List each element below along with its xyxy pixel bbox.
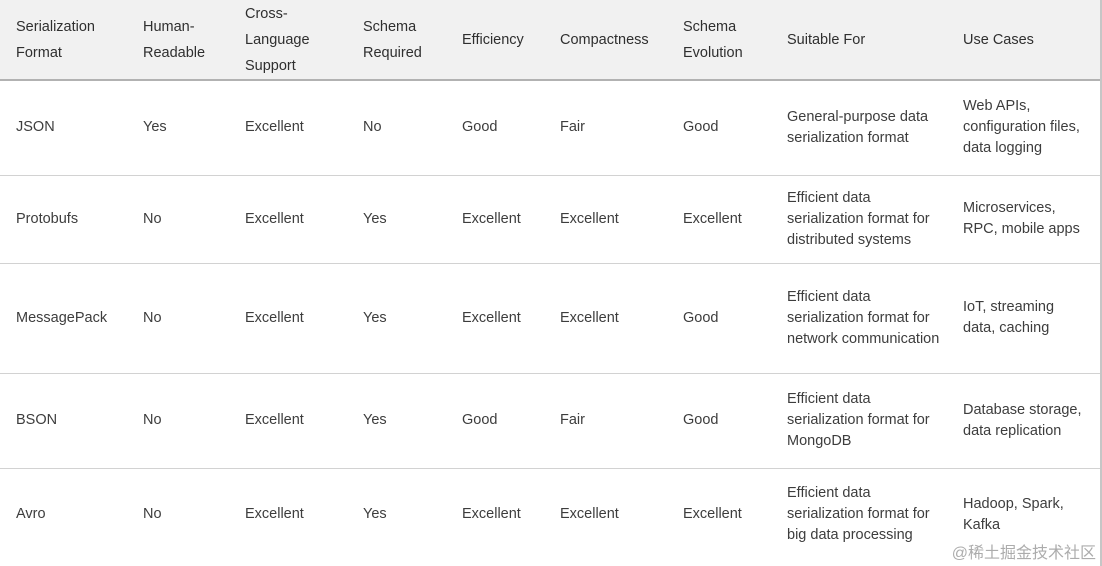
cell-human-readable: No (143, 412, 162, 428)
table-row: Avro No Excellent Yes Excellent Excellent Exce… (0, 468, 1100, 561)
cell-human-readable: No (143, 210, 162, 227)
column-header-cross-language: Cross-Language Support (245, 0, 363, 81)
cell-schema-evolution: Excellent (683, 506, 742, 523)
cell-human-readable: No (143, 309, 162, 326)
cell-cross-language: Excellent (245, 412, 304, 428)
column-header-schema-required: Schema Required (363, 0, 462, 81)
cell-cross-language: Excellent (245, 506, 304, 523)
cell-compactness: Fair (560, 412, 585, 428)
cell-efficiency: Good (462, 119, 498, 136)
cell-efficiency: Excellent (462, 210, 521, 227)
cell-format: Avro (16, 506, 46, 523)
table-row: BSON No Excellent Yes Good Fair Good Efficient … (0, 373, 1100, 468)
column-header-compactness: Compactness (560, 0, 683, 81)
cell-human-readable: Yes (143, 119, 167, 136)
column-header-efficiency: Efficiency (462, 0, 560, 81)
column-header-use-cases: Use Cases (963, 0, 1100, 81)
cell-compactness: Excellent (560, 210, 619, 227)
cell-compactness: Excellent (560, 309, 619, 326)
cell-schema-evolution: Excellent (683, 210, 742, 227)
cell-use-cases: Microservices, RPC, mobile apps (963, 200, 1080, 237)
cell-format: Protobufs (16, 210, 79, 227)
column-header-suitable-for: Suitable For (787, 0, 963, 81)
cell-format: BSON (16, 412, 58, 428)
cell-schema-evolution: Good (683, 412, 719, 428)
cell-schema-required: Yes (363, 309, 387, 326)
header-row: Serialization Format Human-Readable Cross-… (0, 0, 1100, 81)
cell-use-cases: Hadoop, Spark, Kafka (963, 495, 1064, 533)
cell-use-cases: Database storage, data replication (963, 401, 1082, 439)
table-header: Serialization Format Human-Readable Cross-… (0, 0, 1100, 81)
cell-cross-language: Excellent (245, 210, 304, 227)
cell-human-readable: No (143, 506, 162, 523)
cell-schema-required: Yes (363, 210, 387, 227)
cell-suitable-for: Efficient data serialization format for … (787, 288, 940, 347)
cell-schema-evolution: Good (683, 309, 719, 326)
cell-use-cases: IoT, streaming data, caching (963, 299, 1055, 336)
cell-suitable-for: General-purpose data serialization forma… (787, 108, 929, 146)
cell-format: MessagePack (16, 309, 108, 326)
cell-efficiency: Excellent (462, 309, 521, 326)
cell-schema-required: Yes (363, 412, 387, 428)
cell-suitable-for: Efficient data serialization format for … (787, 485, 930, 544)
cell-use-cases: Web APIs, configuration files, data logg… (963, 98, 1080, 157)
table-body: JSON Yes Excellent No Good Fair Good General-pu… (0, 80, 1100, 561)
cell-schema-required: Yes (363, 506, 387, 523)
cell-cross-language: Excellent (245, 119, 304, 136)
cell-schema-evolution: Good (683, 119, 719, 136)
cell-compactness: Fair (560, 119, 585, 136)
column-header-format: Serialization Format (0, 0, 143, 81)
column-header-schema-evolution: Schema Evolution (683, 0, 787, 81)
table-row: Protobufs No Excellent Yes Excellent Excellen… (0, 175, 1100, 263)
cell-suitable-for: Efficient data serialization format for … (787, 189, 930, 248)
cell-schema-required: No (363, 119, 382, 136)
cell-cross-language: Excellent (245, 309, 304, 326)
cell-format: JSON (16, 119, 55, 136)
table-row: JSON Yes Excellent No Good Fair Good General-pu… (0, 80, 1100, 175)
cell-suitable-for: Efficient data serialization format for … (787, 391, 930, 449)
column-header-human-readable: Human-Readable (143, 0, 245, 81)
cell-efficiency: Excellent (462, 506, 521, 523)
cell-efficiency: Good (462, 412, 498, 428)
table-row: MessagePack No Excellent Yes Excellent Excell… (0, 263, 1100, 373)
cell-compactness: Excellent (560, 506, 619, 523)
